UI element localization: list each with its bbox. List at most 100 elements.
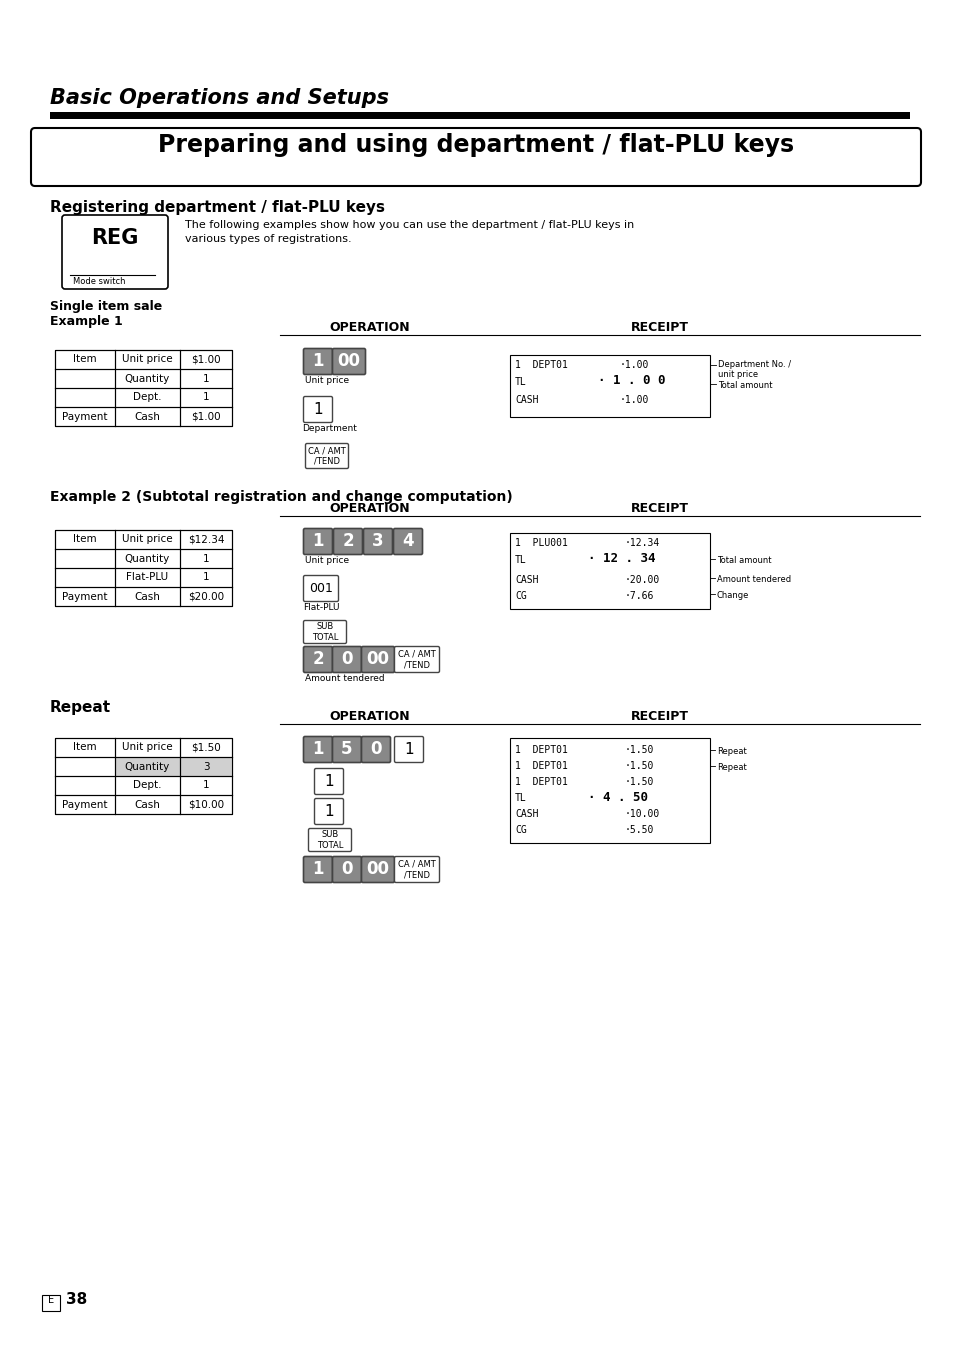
Text: Dept.: Dept.: [133, 393, 162, 402]
FancyBboxPatch shape: [393, 528, 422, 555]
FancyBboxPatch shape: [333, 737, 361, 763]
Text: OPERATION: OPERATION: [330, 321, 410, 333]
Bar: [510, 533, 709, 609]
FancyBboxPatch shape: [314, 798, 343, 825]
Bar: [50, 112, 909, 119]
Text: Payment: Payment: [62, 412, 108, 421]
Text: OPERATION: OPERATION: [330, 710, 410, 724]
Bar: [510, 355, 709, 417]
Text: E: E: [48, 1295, 54, 1305]
Text: 2: 2: [342, 532, 354, 551]
Text: 1: 1: [202, 393, 209, 402]
FancyBboxPatch shape: [303, 647, 333, 672]
FancyBboxPatch shape: [333, 348, 365, 374]
Text: CASH: CASH: [515, 809, 537, 819]
Text: 001: 001: [309, 582, 333, 595]
Text: Unit price: Unit price: [122, 355, 172, 364]
Text: 1: 1: [312, 532, 323, 551]
Text: 1: 1: [313, 402, 322, 417]
Bar: [510, 738, 709, 842]
Text: 0: 0: [370, 741, 381, 759]
Text: · 12 . 34: · 12 . 34: [587, 552, 655, 566]
Text: 1: 1: [202, 572, 209, 582]
Text: ·1.00: ·1.00: [619, 396, 649, 405]
Text: 1: 1: [312, 352, 323, 370]
Text: ·10.00: ·10.00: [624, 809, 659, 819]
Text: · 4 . 50: · 4 . 50: [587, 791, 647, 805]
FancyBboxPatch shape: [395, 647, 439, 672]
Text: The following examples show how you can use the department / flat-PLU keys in: The following examples show how you can …: [185, 220, 634, 230]
Text: 00: 00: [366, 651, 389, 668]
Text: 0: 0: [341, 651, 353, 668]
Text: REG: REG: [91, 228, 138, 248]
Text: Cash: Cash: [134, 412, 160, 421]
Text: 4: 4: [402, 532, 414, 551]
Text: Total amount: Total amount: [718, 381, 772, 390]
Text: RECEIPT: RECEIPT: [630, 710, 688, 724]
Text: CASH: CASH: [515, 396, 537, 405]
Text: 1  DEPT01: 1 DEPT01: [515, 761, 567, 771]
Text: CASH: CASH: [515, 575, 537, 585]
Text: SUB
TOTAL: SUB TOTAL: [312, 622, 337, 641]
Text: 1: 1: [202, 554, 209, 563]
Text: $10.00: $10.00: [188, 799, 224, 810]
Text: Single item sale: Single item sale: [50, 300, 162, 313]
FancyBboxPatch shape: [361, 856, 395, 883]
Text: 00: 00: [337, 352, 360, 370]
Bar: [55, 350, 232, 427]
Text: 1: 1: [312, 741, 323, 759]
Text: unit price: unit price: [718, 370, 758, 379]
FancyBboxPatch shape: [308, 829, 351, 852]
Text: 5: 5: [341, 741, 353, 759]
Bar: [55, 531, 232, 606]
Text: Item: Item: [73, 743, 96, 752]
Text: CG: CG: [515, 825, 526, 836]
Text: Change: Change: [717, 591, 749, 599]
Text: Preparing and using department / flat-PLU keys: Preparing and using department / flat-PL…: [158, 134, 793, 157]
Text: $20.00: $20.00: [188, 591, 224, 602]
Text: Quantity: Quantity: [125, 554, 170, 563]
Text: Repeat: Repeat: [717, 747, 746, 756]
Text: 0: 0: [341, 860, 353, 879]
Text: Repeat: Repeat: [50, 701, 111, 716]
Text: $1.50: $1.50: [191, 743, 221, 752]
FancyBboxPatch shape: [363, 528, 392, 555]
FancyBboxPatch shape: [305, 444, 348, 468]
Text: Registering department / flat-PLU keys: Registering department / flat-PLU keys: [50, 200, 385, 215]
Text: Cash: Cash: [134, 799, 160, 810]
Bar: [55, 738, 232, 814]
Text: RECEIPT: RECEIPT: [630, 321, 688, 333]
Text: Payment: Payment: [62, 799, 108, 810]
Text: 1  DEPT01: 1 DEPT01: [515, 360, 567, 370]
Text: 38: 38: [66, 1292, 87, 1307]
Text: TL: TL: [515, 555, 526, 566]
FancyBboxPatch shape: [303, 856, 333, 883]
Text: Example 2 (Subtotal registration and change computation): Example 2 (Subtotal registration and cha…: [50, 490, 512, 504]
Text: 1: 1: [202, 780, 209, 791]
Text: ·1.50: ·1.50: [624, 745, 654, 755]
Text: CA / AMT
/TEND: CA / AMT /TEND: [397, 860, 436, 879]
Text: ·20.00: ·20.00: [624, 575, 659, 585]
Text: Example 1: Example 1: [50, 315, 123, 328]
Text: · 1 . 0 0: · 1 . 0 0: [598, 374, 665, 387]
FancyBboxPatch shape: [361, 647, 395, 672]
FancyBboxPatch shape: [395, 737, 423, 763]
FancyBboxPatch shape: [303, 397, 333, 423]
Text: 2: 2: [312, 651, 323, 668]
FancyBboxPatch shape: [303, 528, 333, 555]
Text: 3: 3: [202, 761, 209, 771]
Text: Department No. /: Department No. /: [718, 360, 790, 369]
Bar: [55, 350, 232, 427]
FancyBboxPatch shape: [303, 737, 333, 763]
Text: various types of registrations.: various types of registrations.: [185, 234, 352, 244]
Text: TL: TL: [515, 792, 526, 803]
Text: Flat-PLU: Flat-PLU: [127, 572, 169, 582]
Text: 3: 3: [372, 532, 383, 551]
Bar: [180, 757, 232, 776]
Text: RECEIPT: RECEIPT: [630, 502, 688, 514]
Text: $12.34: $12.34: [188, 535, 224, 544]
Text: 1: 1: [324, 774, 334, 788]
Text: Cash: Cash: [134, 591, 160, 602]
FancyBboxPatch shape: [303, 621, 346, 644]
Bar: [115, 757, 180, 776]
